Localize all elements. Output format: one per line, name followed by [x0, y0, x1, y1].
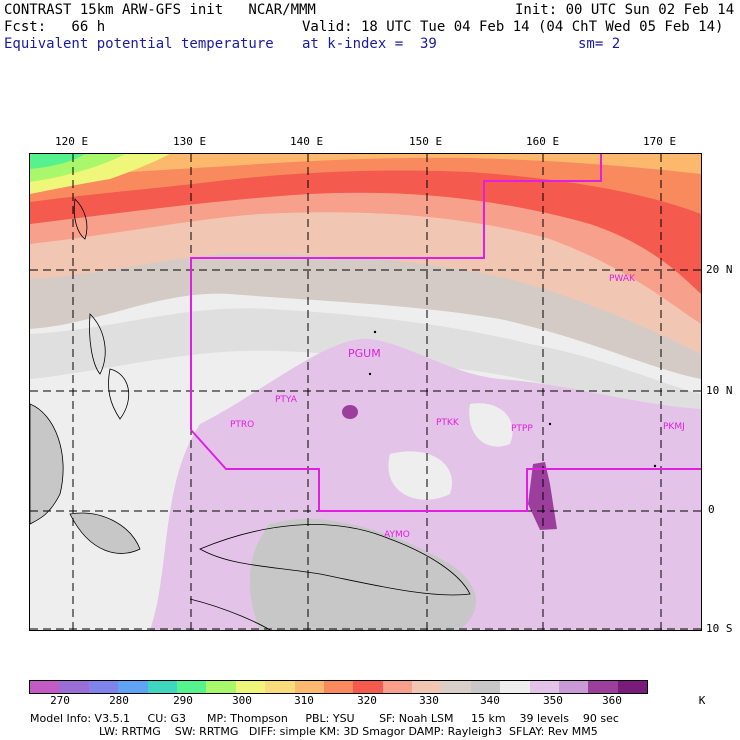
theta-e-field — [30, 154, 701, 630]
colorbar-swatch — [59, 681, 89, 693]
station-label: PGUM — [348, 347, 381, 360]
station-label: PTYA — [275, 395, 297, 405]
colorbar-swatch — [353, 681, 383, 693]
station-label: PKMJ — [663, 422, 685, 432]
colorbar-swatch — [294, 681, 324, 693]
station-label: AYMO — [384, 530, 410, 540]
colorbar-swatch — [323, 681, 354, 693]
lat-label: 0 — [708, 503, 715, 516]
colorbar-label: 360 — [602, 694, 622, 707]
lon-label: 130 E — [173, 135, 207, 148]
model-level: at k-index = 39 — [302, 36, 437, 52]
colorbar-swatch — [147, 681, 177, 693]
forecast-hour: Fcst: 66 h — [4, 19, 106, 35]
station-label: PTPP — [511, 424, 533, 434]
valid-time: Valid: 18 UTC Tue 04 Feb 14 (04 ChT Wed … — [302, 19, 724, 35]
colorbar-label: 320 — [357, 694, 377, 707]
lat-label: 10 N — [706, 384, 733, 397]
colorbar-swatch — [382, 681, 413, 693]
product-title: CONTRAST 15km ARW-GFS init NCAR/MMM — [4, 2, 316, 18]
colorbar-label: 270 — [50, 694, 70, 707]
lon-label: 140 E — [290, 135, 324, 148]
lat-label: 20 N — [706, 263, 733, 276]
lat-label: 10 S — [706, 622, 733, 635]
colorbar-label: 310 — [294, 694, 314, 707]
colorbar-swatch — [176, 681, 207, 693]
colorbar-swatch — [529, 681, 560, 693]
colorbar-swatch — [617, 681, 648, 693]
colorbar-label: 330 — [419, 694, 439, 707]
lon-label: 120 E — [55, 135, 89, 148]
colorbar-swatch — [500, 681, 530, 693]
colorbar-swatch — [588, 681, 618, 693]
colorbar-label: 300 — [232, 694, 252, 707]
map-panel: PGUM PTRO PTYA PTKK PTPP PKMJ PWAK AYMO — [29, 153, 702, 631]
colorbar-label: 280 — [109, 694, 129, 707]
colorbar-swatch — [88, 681, 119, 693]
station-label: PTRO — [230, 420, 255, 430]
colorbar-swatch — [265, 681, 295, 693]
colorbar-swatch — [441, 681, 471, 693]
colorbar-swatch — [470, 681, 501, 693]
lon-label: 170 E — [643, 135, 677, 148]
field-name: Equivalent potential temperature — [4, 36, 274, 52]
colorbar-label: 290 — [173, 694, 193, 707]
smoothing: sm= 2 — [578, 36, 621, 52]
station-label: PWAK — [609, 274, 635, 284]
colorbar-label: 340 — [480, 694, 500, 707]
station-label: PTKK — [436, 418, 459, 428]
colorbar-unit: K — [698, 694, 706, 707]
colorbar-swatch — [30, 681, 60, 693]
colorbar-label: 350 — [543, 694, 563, 707]
colorbar-swatch — [235, 681, 266, 693]
colorbar-swatch — [412, 681, 442, 693]
model-info-line2: LW: RRTMG SW: RRTMG DIFF: simple KM: 3D … — [99, 725, 598, 738]
lon-label: 150 E — [409, 135, 443, 148]
colorbar-swatch — [118, 681, 148, 693]
colorbar-swatch — [206, 681, 236, 693]
colorbar — [29, 680, 649, 694]
colorbar-swatch — [559, 681, 589, 693]
model-info-line1: Model Info: V3.5.1 CU: G3 MP: Thompson P… — [30, 712, 619, 725]
init-time: Init: 00 UTC Sun 02 Feb 14 — [515, 2, 735, 18]
lon-label: 160 E — [526, 135, 560, 148]
